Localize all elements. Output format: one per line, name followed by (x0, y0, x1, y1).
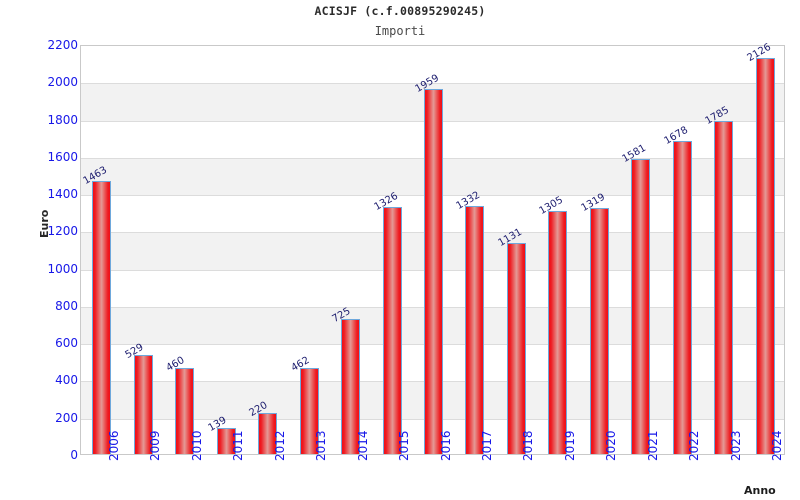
x-axis-tick-label: 2010 (189, 430, 204, 461)
bar[interactable] (175, 368, 195, 454)
x-axis-tick-label: 2022 (687, 430, 702, 461)
bar[interactable] (341, 318, 361, 454)
bar[interactable] (382, 206, 402, 454)
x-axis-tick-label: 2012 (272, 430, 287, 461)
y-axis-tick-label: 1200 (47, 224, 78, 239)
bar[interactable] (258, 413, 278, 454)
bar[interactable] (755, 57, 775, 454)
x-axis-tick-label: 2011 (231, 430, 246, 461)
chart-title: ACISJF (c.f.00895290245) (314, 4, 486, 18)
x-axis-tick-label: 2015 (397, 430, 412, 461)
chart-subtitle: Importi (374, 24, 426, 38)
x-axis-label: Anno (744, 484, 776, 497)
x-axis-tick-label: 2021 (645, 430, 660, 461)
bar[interactable] (424, 88, 443, 454)
y-axis-tick-label: 2000 (47, 75, 78, 90)
y-axis-tick-label: 1600 (47, 149, 78, 164)
x-axis-tick-label: 2017 (479, 430, 494, 461)
y-axis-tick-label: 400 (55, 373, 78, 388)
y-axis-tick-label: 0 (70, 448, 78, 462)
y-axis-label: Euro (38, 209, 51, 238)
bar[interactable] (92, 181, 112, 454)
x-axis-tick-label: 2018 (521, 430, 536, 461)
bar[interactable] (506, 243, 526, 454)
bar[interactable] (299, 367, 319, 454)
x-axis-tick-label: 2009 (148, 430, 163, 461)
y-axis-tick-label: 600 (55, 336, 78, 351)
y-axis-tick-label: 2200 (47, 38, 78, 52)
y-axis-tick-label: 1800 (47, 112, 78, 127)
x-axis-tick-label: 2006 (106, 430, 121, 461)
bar[interactable] (548, 210, 568, 454)
bar[interactable] (631, 159, 651, 454)
x-axis-tick-label: 2024 (770, 430, 785, 461)
x-axis-tick-label: 2020 (604, 430, 619, 461)
bar[interactable] (465, 205, 485, 454)
bar[interactable] (589, 208, 609, 454)
x-axis-tick-label: 2016 (438, 430, 453, 461)
bar[interactable] (672, 141, 692, 454)
x-axis-tick-label: 2019 (562, 430, 577, 461)
x-axis-tick-label: 2023 (728, 430, 743, 461)
gridline (81, 83, 784, 84)
y-axis-tick-label: 800 (55, 298, 78, 313)
bar[interactable] (216, 428, 236, 454)
x-axis-tick-label: 2013 (314, 430, 329, 461)
plot-area (80, 45, 785, 455)
bar[interactable] (133, 355, 153, 454)
bar[interactable] (714, 121, 734, 454)
y-axis-tick-label: 1400 (47, 187, 78, 202)
y-axis-tick-label: 200 (55, 410, 78, 425)
x-axis-tick-label: 2014 (355, 430, 370, 461)
y-axis-tick-label: 1000 (47, 261, 78, 276)
